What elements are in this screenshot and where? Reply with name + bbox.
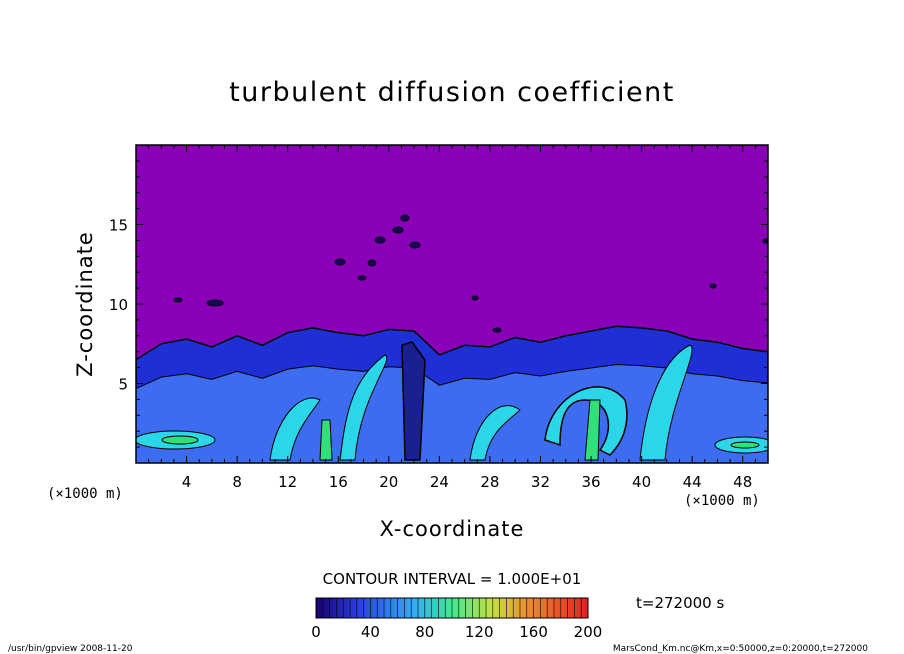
colorbar-tick-label: 120 <box>465 623 494 641</box>
x-tick-label: 8 <box>232 473 242 491</box>
colorbar-tick-label: 80 <box>415 623 434 641</box>
x-tick-label: 20 <box>379 473 398 491</box>
footer-right: MarsCond_Km.nc@Km,x=0:50000,z=0:20000,t=… <box>613 644 868 654</box>
x-tick-label: 48 <box>733 473 752 491</box>
x-tick-label: 4 <box>182 473 192 491</box>
plume-shape <box>584 399 601 461</box>
plume-shape <box>401 341 426 461</box>
z-axis-unit: (×1000 m) <box>47 486 123 502</box>
x-tick-label: 16 <box>329 473 348 491</box>
x-tick-label: 24 <box>430 473 449 491</box>
colorbar-tick-label: 0 <box>311 623 321 641</box>
plume-shape <box>639 344 693 461</box>
x-axis: 4 8 12 16 20 24 28 32 36 40 44 48 <box>148 145 756 491</box>
x-tick-label: 44 <box>683 473 702 491</box>
eddy-shape <box>161 435 199 445</box>
eddy-shape <box>544 386 628 456</box>
contour-interval: CONTOUR INTERVAL = 1.000E+01 <box>323 570 582 588</box>
plume-shape <box>269 397 321 461</box>
plume-shape <box>339 354 388 461</box>
eddy-shape <box>730 441 760 449</box>
z-axis: 5 10 15 <box>109 160 768 448</box>
colorbar-ticks: 0 40 80 120 160 200 <box>311 598 602 641</box>
colorbar-tick-label: 160 <box>519 623 548 641</box>
z-tick-label: 10 <box>109 296 128 314</box>
colorbar-tick-label: 40 <box>361 623 380 641</box>
x-tick-label: 12 <box>278 473 297 491</box>
chart-title: turbulent diffusion coefficient <box>229 77 675 108</box>
x-tick-label: 36 <box>581 473 600 491</box>
plume-shape <box>319 419 333 461</box>
z-axis-label: Z-coordinate <box>73 231 97 377</box>
footer-left: /usr/bin/gpview 2008-11-20 <box>8 644 133 654</box>
x-axis-label: X-coordinate <box>380 517 525 541</box>
z-tick-label: 5 <box>118 376 128 394</box>
turbulent-layer <box>136 214 768 463</box>
x-axis-unit: (×1000 m) <box>684 493 760 509</box>
time-label: t=272000 s <box>636 594 724 612</box>
plume-shape <box>469 405 521 461</box>
x-tick-label: 28 <box>480 473 499 491</box>
x-tick-label: 32 <box>531 473 550 491</box>
z-tick-label: 15 <box>109 217 128 235</box>
x-tick-label: 40 <box>632 473 651 491</box>
colorbar-tick-label: 200 <box>574 623 603 641</box>
